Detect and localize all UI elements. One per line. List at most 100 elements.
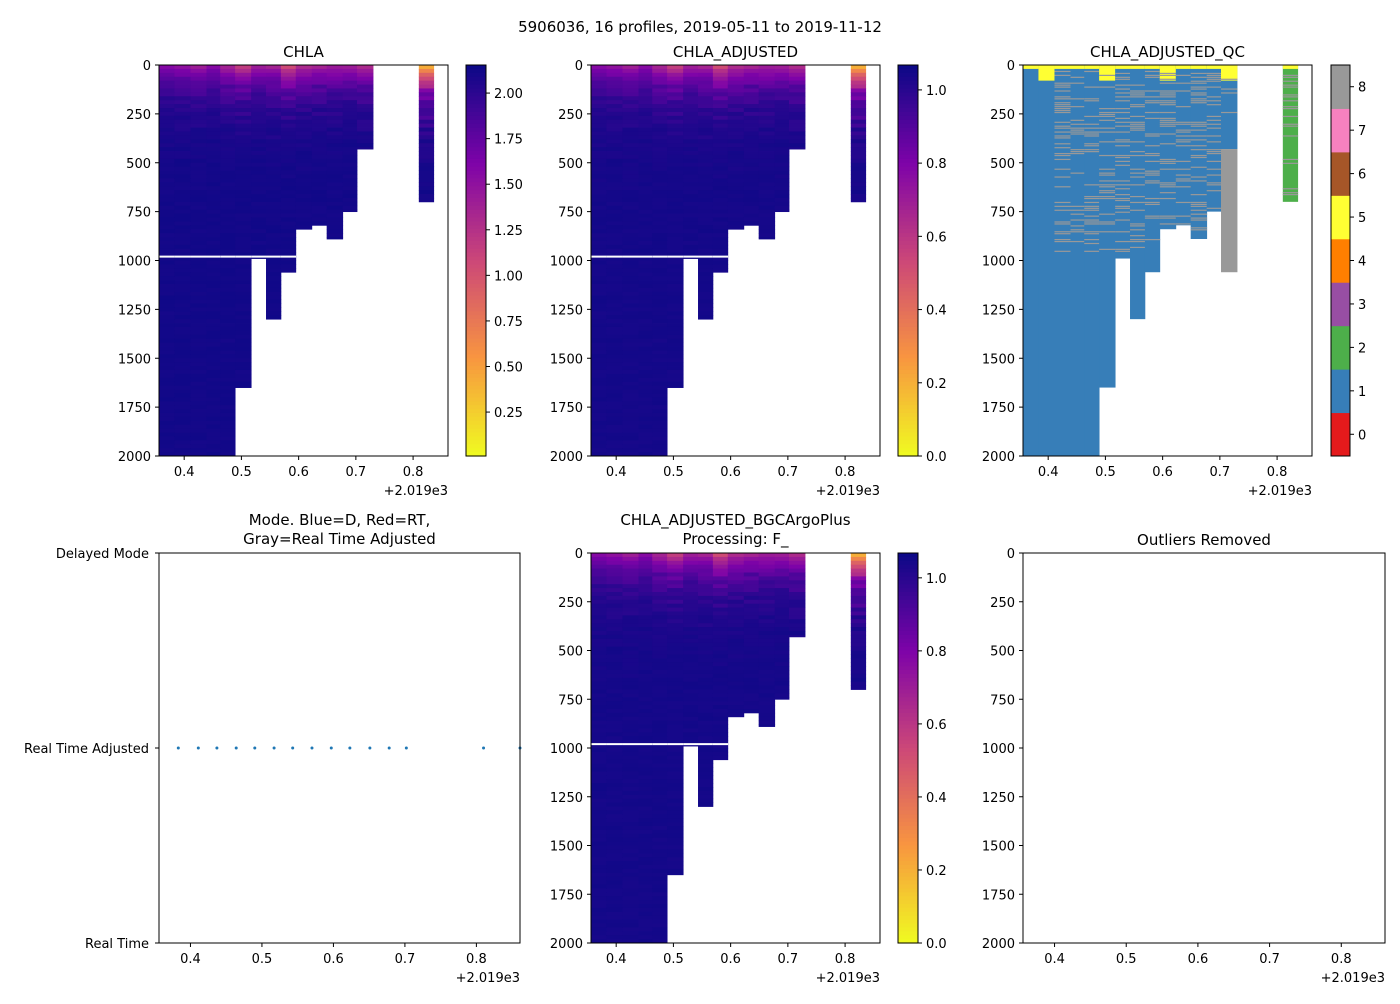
heatmap-cell	[280, 154, 297, 160]
qc-flag-8	[1115, 197, 1131, 200]
heatmap-cell	[622, 560, 639, 566]
heatmap-cell	[174, 233, 191, 238]
heatmap-cell	[758, 619, 776, 624]
heatmap-cell	[683, 237, 699, 242]
heatmap-cell	[638, 108, 653, 113]
heatmap-cell	[190, 420, 207, 426]
heatmap-cell	[743, 65, 760, 70]
heatmap-cell	[326, 205, 344, 211]
heatmap-cell	[683, 564, 699, 569]
heatmap-cell	[206, 409, 221, 414]
heatmap-cell	[712, 662, 729, 667]
colorbar-segment	[1331, 412, 1350, 457]
colorbar-segment	[898, 728, 918, 733]
qc-flag-8	[1144, 90, 1161, 92]
x-offset-label: +2.019e3	[1248, 484, 1312, 499]
y-tick-label: 1250	[550, 791, 583, 806]
heatmap-cell	[606, 92, 623, 97]
heatmap-cell	[206, 96, 221, 101]
heatmap-cell	[342, 151, 358, 156]
heatmap-cell	[652, 127, 668, 132]
qc-flag-5	[1190, 65, 1208, 69]
heatmap-cell	[638, 260, 653, 265]
heatmap-cell	[758, 580, 776, 585]
heatmap-cell	[652, 927, 668, 932]
heatmap-cell	[591, 615, 607, 620]
heatmap-cell	[712, 619, 729, 624]
heatmap-cell	[743, 100, 760, 105]
heatmap-cell	[652, 670, 668, 675]
heatmap-cell	[698, 689, 714, 694]
colorbar-segment	[466, 174, 486, 179]
heatmap-cell	[235, 197, 252, 203]
y-tick-label: 250	[990, 596, 1015, 611]
heatmap-cell	[606, 939, 623, 944]
heatmap-cell	[743, 638, 760, 644]
x-tick-label: 0.6	[288, 465, 309, 480]
heatmap-cell	[683, 611, 699, 616]
heatmap-cell	[638, 256, 653, 261]
heatmap-cell	[850, 119, 867, 125]
heatmap-cell	[743, 634, 760, 640]
heatmap-cell	[638, 299, 653, 304]
heatmap-cell	[667, 818, 684, 823]
heatmap-cell	[667, 272, 684, 277]
qc-flag-8	[1115, 92, 1131, 94]
heatmap-cell	[683, 84, 699, 89]
heatmap-cell	[622, 194, 639, 199]
heatmap-cell	[743, 178, 760, 183]
qc-flag-8	[1099, 184, 1116, 186]
heatmap-cell	[638, 763, 653, 768]
colorbar-segment	[898, 311, 918, 316]
heatmap-cell	[159, 151, 175, 156]
heatmap-cell	[712, 111, 729, 117]
heatmap-cell	[758, 709, 776, 714]
heatmap-cell	[622, 65, 639, 70]
colorbar-segment	[466, 115, 486, 121]
colorbar-tick-label: 0.8	[926, 157, 947, 172]
heatmap-cell	[606, 868, 623, 874]
mode-point	[404, 746, 408, 750]
heatmap-cell	[712, 603, 729, 608]
data-gap	[251, 255, 267, 258]
colorbar-segment	[898, 123, 918, 129]
heatmap-cell	[652, 868, 668, 874]
heatmap-cell	[606, 389, 623, 394]
heatmap-cell	[622, 170, 639, 175]
heatmap-cell	[190, 319, 207, 324]
heatmap-cell	[606, 931, 623, 936]
heatmap-cell	[652, 205, 668, 211]
heatmap-cell	[311, 65, 328, 70]
heatmap-cell	[698, 634, 714, 640]
y-tick-label: 1500	[550, 352, 583, 367]
heatmap-cell	[712, 252, 729, 257]
heatmap-cell	[758, 673, 776, 679]
heatmap-cell	[622, 80, 639, 85]
heatmap-cell	[638, 115, 653, 121]
heatmap-cell	[638, 857, 653, 862]
heatmap-cell	[606, 712, 623, 718]
colorbar-segment	[898, 369, 918, 375]
heatmap-cell	[418, 111, 435, 117]
heatmap-cell	[295, 225, 313, 230]
heatmap-cell	[622, 775, 639, 780]
heatmap-cell	[667, 115, 684, 121]
heatmap-cell	[712, 84, 729, 89]
heatmap-cell	[606, 276, 623, 281]
heatmap-cell	[758, 705, 776, 710]
heatmap-cell	[174, 151, 191, 156]
heatmap-cell	[652, 763, 668, 768]
heatmap-cell	[190, 424, 207, 430]
qc-flag-8	[1159, 104, 1177, 106]
heatmap-cell	[266, 119, 282, 125]
heatmap-cell	[758, 720, 776, 725]
heatmap-cell	[190, 108, 207, 113]
colorbar-segment	[466, 276, 486, 281]
qc-flag-8	[1190, 213, 1208, 215]
colorbar-segment	[898, 319, 918, 324]
qc-flag-8	[1175, 106, 1192, 108]
heatmap-cell	[418, 68, 435, 74]
heatmap-cell	[606, 452, 623, 457]
heatmap-cell	[159, 323, 175, 328]
heatmap-cell	[251, 68, 267, 74]
